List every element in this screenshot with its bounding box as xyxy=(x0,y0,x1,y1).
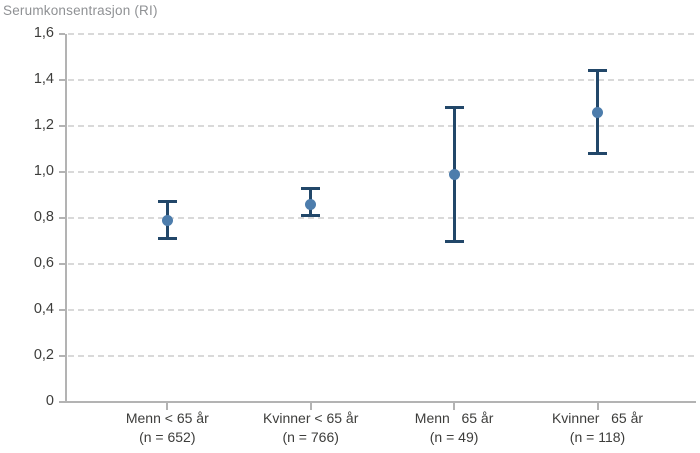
gridline xyxy=(68,309,696,311)
y-axis-tick xyxy=(59,309,65,311)
category-label-group: Menn < 65 år xyxy=(125,410,209,426)
y-axis-tick-label: 0,4 xyxy=(33,301,54,317)
y-axis-tick-label: 0,8 xyxy=(33,209,54,225)
gridline xyxy=(68,217,696,219)
x-axis-tick xyxy=(596,403,599,410)
y-axis-tick xyxy=(59,217,65,219)
y-axis-tick-label: 0 xyxy=(45,393,54,409)
category-label-n: (n = 118) xyxy=(569,429,626,445)
y-axis-tick xyxy=(59,79,65,81)
error-bar-cap-top xyxy=(588,69,607,73)
category-label-n: (n = 49) xyxy=(429,429,479,445)
category-label-n: (n = 766) xyxy=(282,429,339,445)
y-axis-tick xyxy=(59,33,65,35)
y-axis-tick xyxy=(59,125,65,127)
category-label-group: Menn 65 år xyxy=(414,410,494,426)
category-label: Menn < 65 år (n = 652) xyxy=(87,409,247,447)
x-axis-line xyxy=(65,401,696,403)
y-axis-tick xyxy=(59,263,65,265)
error-bar-cap-top xyxy=(444,106,464,110)
y-axis-tick xyxy=(59,401,65,403)
category-label-group: Kvinner < 65 år xyxy=(263,410,359,426)
gridline xyxy=(68,125,696,127)
y-axis-tick-label: 1,4 xyxy=(33,71,54,87)
y-axis-tick-label: 0,2 xyxy=(33,347,54,363)
y-axis-tick-label: 0,6 xyxy=(33,255,54,271)
x-axis-tick xyxy=(166,403,169,410)
gridline xyxy=(68,79,696,81)
gridline xyxy=(68,171,696,173)
x-axis-tick xyxy=(453,403,456,410)
data-point xyxy=(448,168,460,180)
error-bar-cap-bottom xyxy=(588,152,607,156)
gridline xyxy=(68,355,696,357)
y-axis-tick-label: 1,0 xyxy=(33,163,54,179)
gridline xyxy=(68,33,696,35)
y-axis-tick-label: 1,6 xyxy=(33,25,54,41)
error-bar-cap-bottom xyxy=(301,214,321,218)
gridline xyxy=(68,263,696,265)
y-axis-tick xyxy=(59,171,65,173)
category-label: Kvinner 65 år (n = 118) xyxy=(518,409,678,447)
data-point xyxy=(592,106,603,118)
error-bar-cap-bottom xyxy=(157,237,177,241)
category-label: Kvinner < 65 år (n = 766) xyxy=(231,409,391,447)
data-point xyxy=(305,198,317,210)
y-axis-line xyxy=(65,34,67,403)
category-label: Menn 65 år (n = 49) xyxy=(374,409,534,447)
error-bar-cap-bottom xyxy=(444,239,464,243)
error-bar-cap-top xyxy=(301,186,321,190)
data-point xyxy=(161,214,173,226)
x-axis-tick xyxy=(309,403,312,410)
category-label-n: (n = 652) xyxy=(139,429,196,445)
y-axis-tick xyxy=(59,355,65,357)
y-axis-tick-label: 1,2 xyxy=(33,117,54,133)
chart-title: Serumkonsentrasjon (RI) xyxy=(3,3,158,18)
category-label-group: Kvinner 65 år xyxy=(551,410,644,426)
error-bar-cap-top xyxy=(157,200,177,204)
